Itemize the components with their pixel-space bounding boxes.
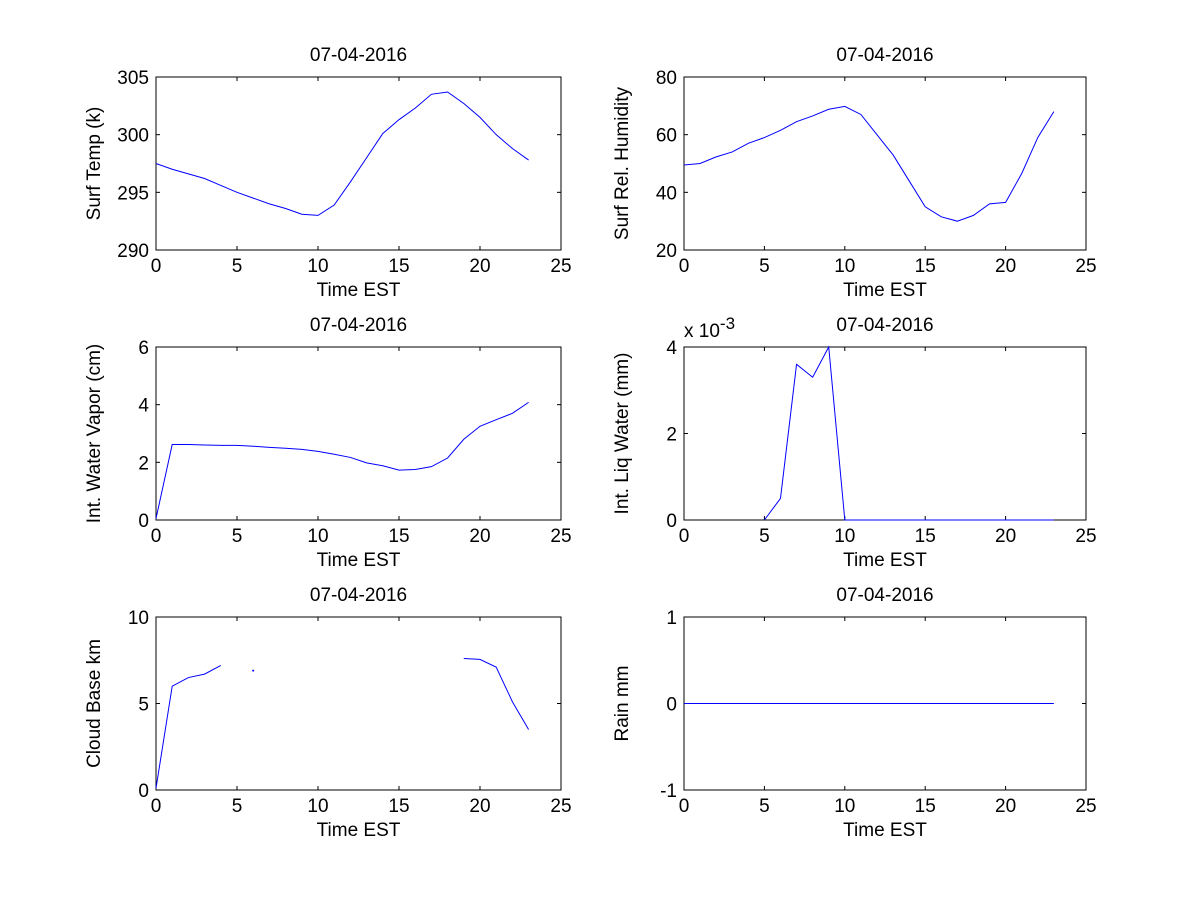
chart-panel-5: 0 5 10 15 20 25 0 5 10 07-04-2016 Time EST Cloud Ba…	[84, 585, 572, 841]
series-line-1	[155, 658, 530, 789]
x-tick-label: 0	[679, 256, 690, 277]
x-tick-label: 15	[915, 796, 936, 817]
x-axis-label: Time EST	[843, 820, 927, 841]
y-tick-label: 0	[138, 781, 149, 802]
y-tick-label: 0	[666, 511, 677, 532]
y-tick-label: 305	[117, 68, 149, 89]
y-tick-label: 0	[138, 511, 149, 532]
chart-title: 07-04-2016	[836, 315, 933, 336]
y-tick-label: 4	[666, 338, 677, 359]
chart-panel-2: 0 5 10 15 20 25 20 40 60 80 07-04-2016 Time EST Surf…	[612, 45, 1097, 301]
x-tick-label: 10	[834, 796, 855, 817]
x-tick-label: 20	[469, 256, 490, 277]
chart-title: 07-04-2016	[836, 45, 933, 66]
x-tick-label: 10	[307, 796, 328, 817]
x-tick-label: 5	[759, 256, 770, 277]
y-axis-label: Int. Water Vapor (cm)	[84, 344, 105, 523]
y-axis-label: Surf Temp (k)	[84, 107, 105, 221]
x-tick-label: 0	[151, 526, 162, 547]
y-tick-label: 40	[656, 183, 677, 204]
plot-area	[155, 76, 562, 251]
x-tick-label: 25	[1075, 526, 1096, 547]
y-multiplier: x 10-3	[684, 314, 735, 342]
y-axis-label: Int. Liq Water (mm)	[612, 353, 633, 515]
y-tick-label: 290	[117, 241, 149, 262]
series-line-1	[155, 91, 529, 216]
x-tick-label: 5	[232, 526, 243, 547]
y-multiplier-exponent: -3	[720, 314, 735, 333]
y-multiplier-base: x 10	[684, 321, 720, 342]
y-tick-label: 10	[128, 608, 149, 629]
x-tick-label: 25	[1075, 256, 1096, 277]
x-tick-label: 5	[232, 256, 243, 277]
y-tick-label: -1	[660, 781, 677, 802]
x-axis-label: Time EST	[843, 550, 927, 571]
x-tick-label: 5	[759, 796, 770, 817]
data-point	[252, 669, 255, 672]
x-tick-label: 20	[995, 796, 1016, 817]
x-tick-label: 5	[759, 526, 770, 547]
x-tick-label: 25	[550, 526, 571, 547]
y-tick-label: 0	[666, 695, 677, 716]
x-tick-label: 15	[388, 796, 409, 817]
y-tick-label: 5	[138, 695, 149, 716]
y-tick-label: 60	[656, 126, 677, 147]
y-tick-label: 80	[656, 68, 677, 89]
chart-panel-3: 0 5 10 15 20 25 0 2 4 6 07-04-2016 Time EST Int. Wat…	[84, 315, 572, 571]
x-tick-label: 20	[469, 526, 490, 547]
y-tick-label: 295	[117, 183, 149, 204]
x-tick-label: 10	[307, 526, 328, 547]
y-axis-label: Cloud Base km	[84, 639, 105, 768]
x-tick-label: 5	[232, 796, 243, 817]
x-tick-label: 0	[679, 796, 690, 817]
y-tick-label: 2	[138, 453, 149, 474]
x-tick-label: 15	[388, 256, 409, 277]
y-tick-label: 6	[138, 338, 149, 359]
chart-title: 07-04-2016	[310, 585, 407, 606]
x-axis-label: Time EST	[843, 280, 927, 301]
x-tick-label: 15	[915, 526, 936, 547]
y-axis-label: Surf Rel. Humidity	[612, 86, 633, 240]
x-tick-label: 0	[679, 526, 690, 547]
x-tick-label: 10	[834, 256, 855, 277]
x-tick-label: 25	[550, 796, 571, 817]
x-tick-label: 10	[307, 256, 328, 277]
x-tick-label: 10	[834, 526, 855, 547]
x-tick-label: 0	[151, 796, 162, 817]
plot-area	[683, 76, 1087, 251]
x-tick-label: 25	[1075, 796, 1096, 817]
plot-area	[155, 616, 562, 791]
chart-title: 07-04-2016	[836, 585, 933, 606]
y-tick-label: 1	[666, 608, 677, 629]
x-tick-label: 15	[388, 526, 409, 547]
chart-panel-1: 0 5 10 15 20 25 290 295 300 305 07-04-2016 Time EST…	[84, 45, 572, 301]
y-tick-label: 4	[138, 396, 149, 417]
x-axis-label: Time EST	[317, 550, 401, 571]
x-tick-label: 25	[550, 256, 571, 277]
x-axis-label: Time EST	[317, 280, 401, 301]
x-tick-label: 15	[915, 256, 936, 277]
chart-title: 07-04-2016	[310, 315, 407, 336]
y-axis-label: Rain mm	[612, 665, 633, 741]
x-axis-label: Time EST	[317, 820, 401, 841]
y-tick-label: 2	[666, 425, 677, 446]
plot-area	[683, 346, 1087, 521]
chart-panel-4: 0 5 10 15 20 25 0 2 4 x 10-3 07-04-2016 Time EST Int…	[612, 314, 1097, 571]
series-line-1	[763, 345, 1054, 521]
series-line-1	[683, 105, 1055, 222]
y-tick-label: 300	[117, 126, 149, 147]
x-tick-label: 20	[469, 796, 490, 817]
x-tick-label: 20	[995, 256, 1016, 277]
y-tick-label: 20	[656, 241, 677, 262]
plot-area	[155, 346, 562, 521]
chart-title: 07-04-2016	[310, 45, 407, 66]
series-line-1	[155, 401, 529, 519]
x-tick-label: 0	[151, 256, 162, 277]
x-tick-label: 20	[995, 526, 1016, 547]
